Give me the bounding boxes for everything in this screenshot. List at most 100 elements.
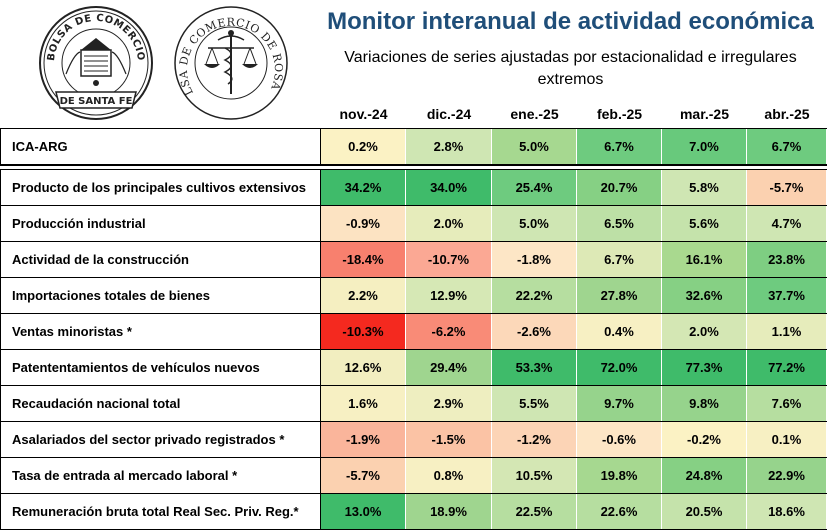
table-cell: 77.3%: [662, 350, 747, 385]
table-cell: 7.0%: [662, 129, 747, 164]
table-row: Ventas minoristas * -10.3% -6.2% -2.6% 0.4% 2…: [0, 314, 827, 349]
table-cell: -0.6%: [577, 422, 662, 457]
row-label: Patententamientos de vehículos nuevos: [12, 360, 260, 375]
table-cell: -0.9%: [321, 206, 406, 241]
row-label: Asalariados del sector privado registrad…: [12, 432, 285, 447]
santa-fe-seal-logo: BOLSA DE COMERCIO DE SANTA FE: [39, 6, 153, 120]
table-cell: -18.4%: [321, 242, 406, 277]
table-cell: 32.6%: [662, 278, 747, 313]
row-label: Tasa de entrada al mercado laboral *: [12, 468, 238, 483]
table-cell: 25.4%: [492, 170, 577, 205]
row-label: Actividad de la construcción: [12, 252, 189, 267]
table-cell: 18.9%: [406, 494, 492, 529]
column-header-6: abr.-25: [764, 106, 810, 122]
row-label: ICA-ARG: [12, 139, 68, 154]
table-cell: 77.2%: [747, 350, 827, 385]
row-label: Remuneración bruta total Real Sec. Priv.…: [12, 504, 299, 519]
column-divider: [0, 129, 1, 165]
table-cell: -1.5%: [406, 422, 492, 457]
table-cell: 2.0%: [662, 314, 747, 349]
rosario-seal-logo: BOLSA DE COMERCIO DE ROSARIO: [170, 4, 288, 120]
table-cell: 24.8%: [662, 458, 747, 493]
column-header-5: mar.-25: [679, 106, 730, 122]
table-cell: 2.2%: [321, 278, 406, 313]
table-row: Actividad de la construcción -18.4% -10.7%…: [0, 242, 827, 277]
table-cell: 12.6%: [321, 350, 406, 385]
table-top-rule: [0, 128, 827, 129]
table-cell: 13.0%: [321, 494, 406, 529]
subtitle-line-1: Variaciones de series ajustadas por esta…: [344, 49, 797, 66]
row-divider: [0, 164, 827, 166]
table-cell: -5.7%: [321, 458, 406, 493]
table-cell: 1.1%: [747, 314, 827, 349]
table-cell: 5.6%: [662, 206, 747, 241]
table-cell: 22.2%: [492, 278, 577, 313]
table-cell: 5.5%: [492, 386, 577, 421]
table-cell: 2.8%: [406, 129, 492, 164]
table-row: ICA-ARG 0.2% 2.8% 5.0% 6.7% 7.0% 6.7%: [0, 129, 827, 164]
table-cell: -0.2%: [662, 422, 747, 457]
row-label: Recaudación nacional total: [12, 396, 181, 411]
table-row: Recaudación nacional total 1.6% 2.9% 5.5% 9.…: [0, 386, 827, 421]
table-cell: 37.7%: [747, 278, 827, 313]
row-divider: [0, 241, 827, 242]
table-cell: 6.7%: [577, 129, 662, 164]
table-cell: 5.0%: [492, 129, 577, 164]
table-cell: 16.1%: [662, 242, 747, 277]
table-cell: 34.0%: [406, 170, 492, 205]
table-cell: -10.3%: [321, 314, 406, 349]
table-cell: -5.7%: [747, 170, 827, 205]
table-row: Producto de los principales cultivos ext…: [0, 170, 827, 205]
table-cell: -10.7%: [406, 242, 492, 277]
table-row: Remuneración bruta total Real Sec. Priv.…: [0, 494, 827, 529]
table-cell: -1.2%: [492, 422, 577, 457]
table-cell: 2.0%: [406, 206, 492, 241]
row-divider: [0, 493, 827, 494]
row-divider: [0, 457, 827, 458]
table-cell: 34.2%: [321, 170, 406, 205]
table-cell: 20.7%: [577, 170, 662, 205]
table-cell: 6.7%: [577, 242, 662, 277]
column-header-1: nov.-24: [339, 106, 388, 122]
table-row: Asalariados del sector privado registrad…: [0, 422, 827, 457]
table-row: Tasa de entrada al mercado laboral * -5.7…: [0, 458, 827, 493]
row-divider: [0, 421, 827, 422]
table-cell: 5.0%: [492, 206, 577, 241]
column-divider: [0, 170, 1, 530]
table-cell: 5.8%: [662, 170, 747, 205]
table-cell: 0.8%: [406, 458, 492, 493]
table-cell: 9.7%: [577, 386, 662, 421]
svg-text:BOLSA DE COMERCIO DE ROSARIO: BOLSA DE COMERCIO DE ROSARIO: [170, 4, 285, 98]
table-cell: -2.6%: [492, 314, 577, 349]
table-cell: 7.6%: [747, 386, 827, 421]
table-cell: -1.8%: [492, 242, 577, 277]
row-divider: [0, 169, 827, 170]
table-cell: 22.9%: [747, 458, 827, 493]
subtitle-line-2: extremos: [537, 71, 604, 88]
row-label: Producto de los principales cultivos ext…: [12, 180, 307, 195]
table-cell: 53.3%: [492, 350, 577, 385]
table-cell: 22.6%: [577, 494, 662, 529]
table-cell: 23.8%: [747, 242, 827, 277]
table-cell: 6.5%: [577, 206, 662, 241]
table-cell: 6.7%: [747, 129, 827, 164]
column-header-3: ene.-25: [510, 106, 559, 122]
table-cell: 20.5%: [662, 494, 747, 529]
column-divider: [320, 170, 321, 530]
table-cell: 12.9%: [406, 278, 492, 313]
table-row: Patententamientos de vehículos nuevos 12.…: [0, 350, 827, 385]
table-cell: 1.6%: [321, 386, 406, 421]
row-divider: [0, 205, 827, 206]
table-cell: 9.8%: [662, 386, 747, 421]
table-cell: 22.5%: [492, 494, 577, 529]
table-cell: 0.1%: [747, 422, 827, 457]
table-cell: 0.4%: [577, 314, 662, 349]
row-divider: [0, 385, 827, 386]
table-cell: 18.6%: [747, 494, 827, 529]
row-divider: [0, 313, 827, 314]
row-divider: [0, 349, 827, 350]
page-title: Monitor interanual de actividad económic…: [327, 8, 814, 35]
column-header-2: dic.-24: [426, 106, 472, 122]
table-cell: -1.9%: [321, 422, 406, 457]
table-cell: 0.2%: [321, 129, 406, 164]
